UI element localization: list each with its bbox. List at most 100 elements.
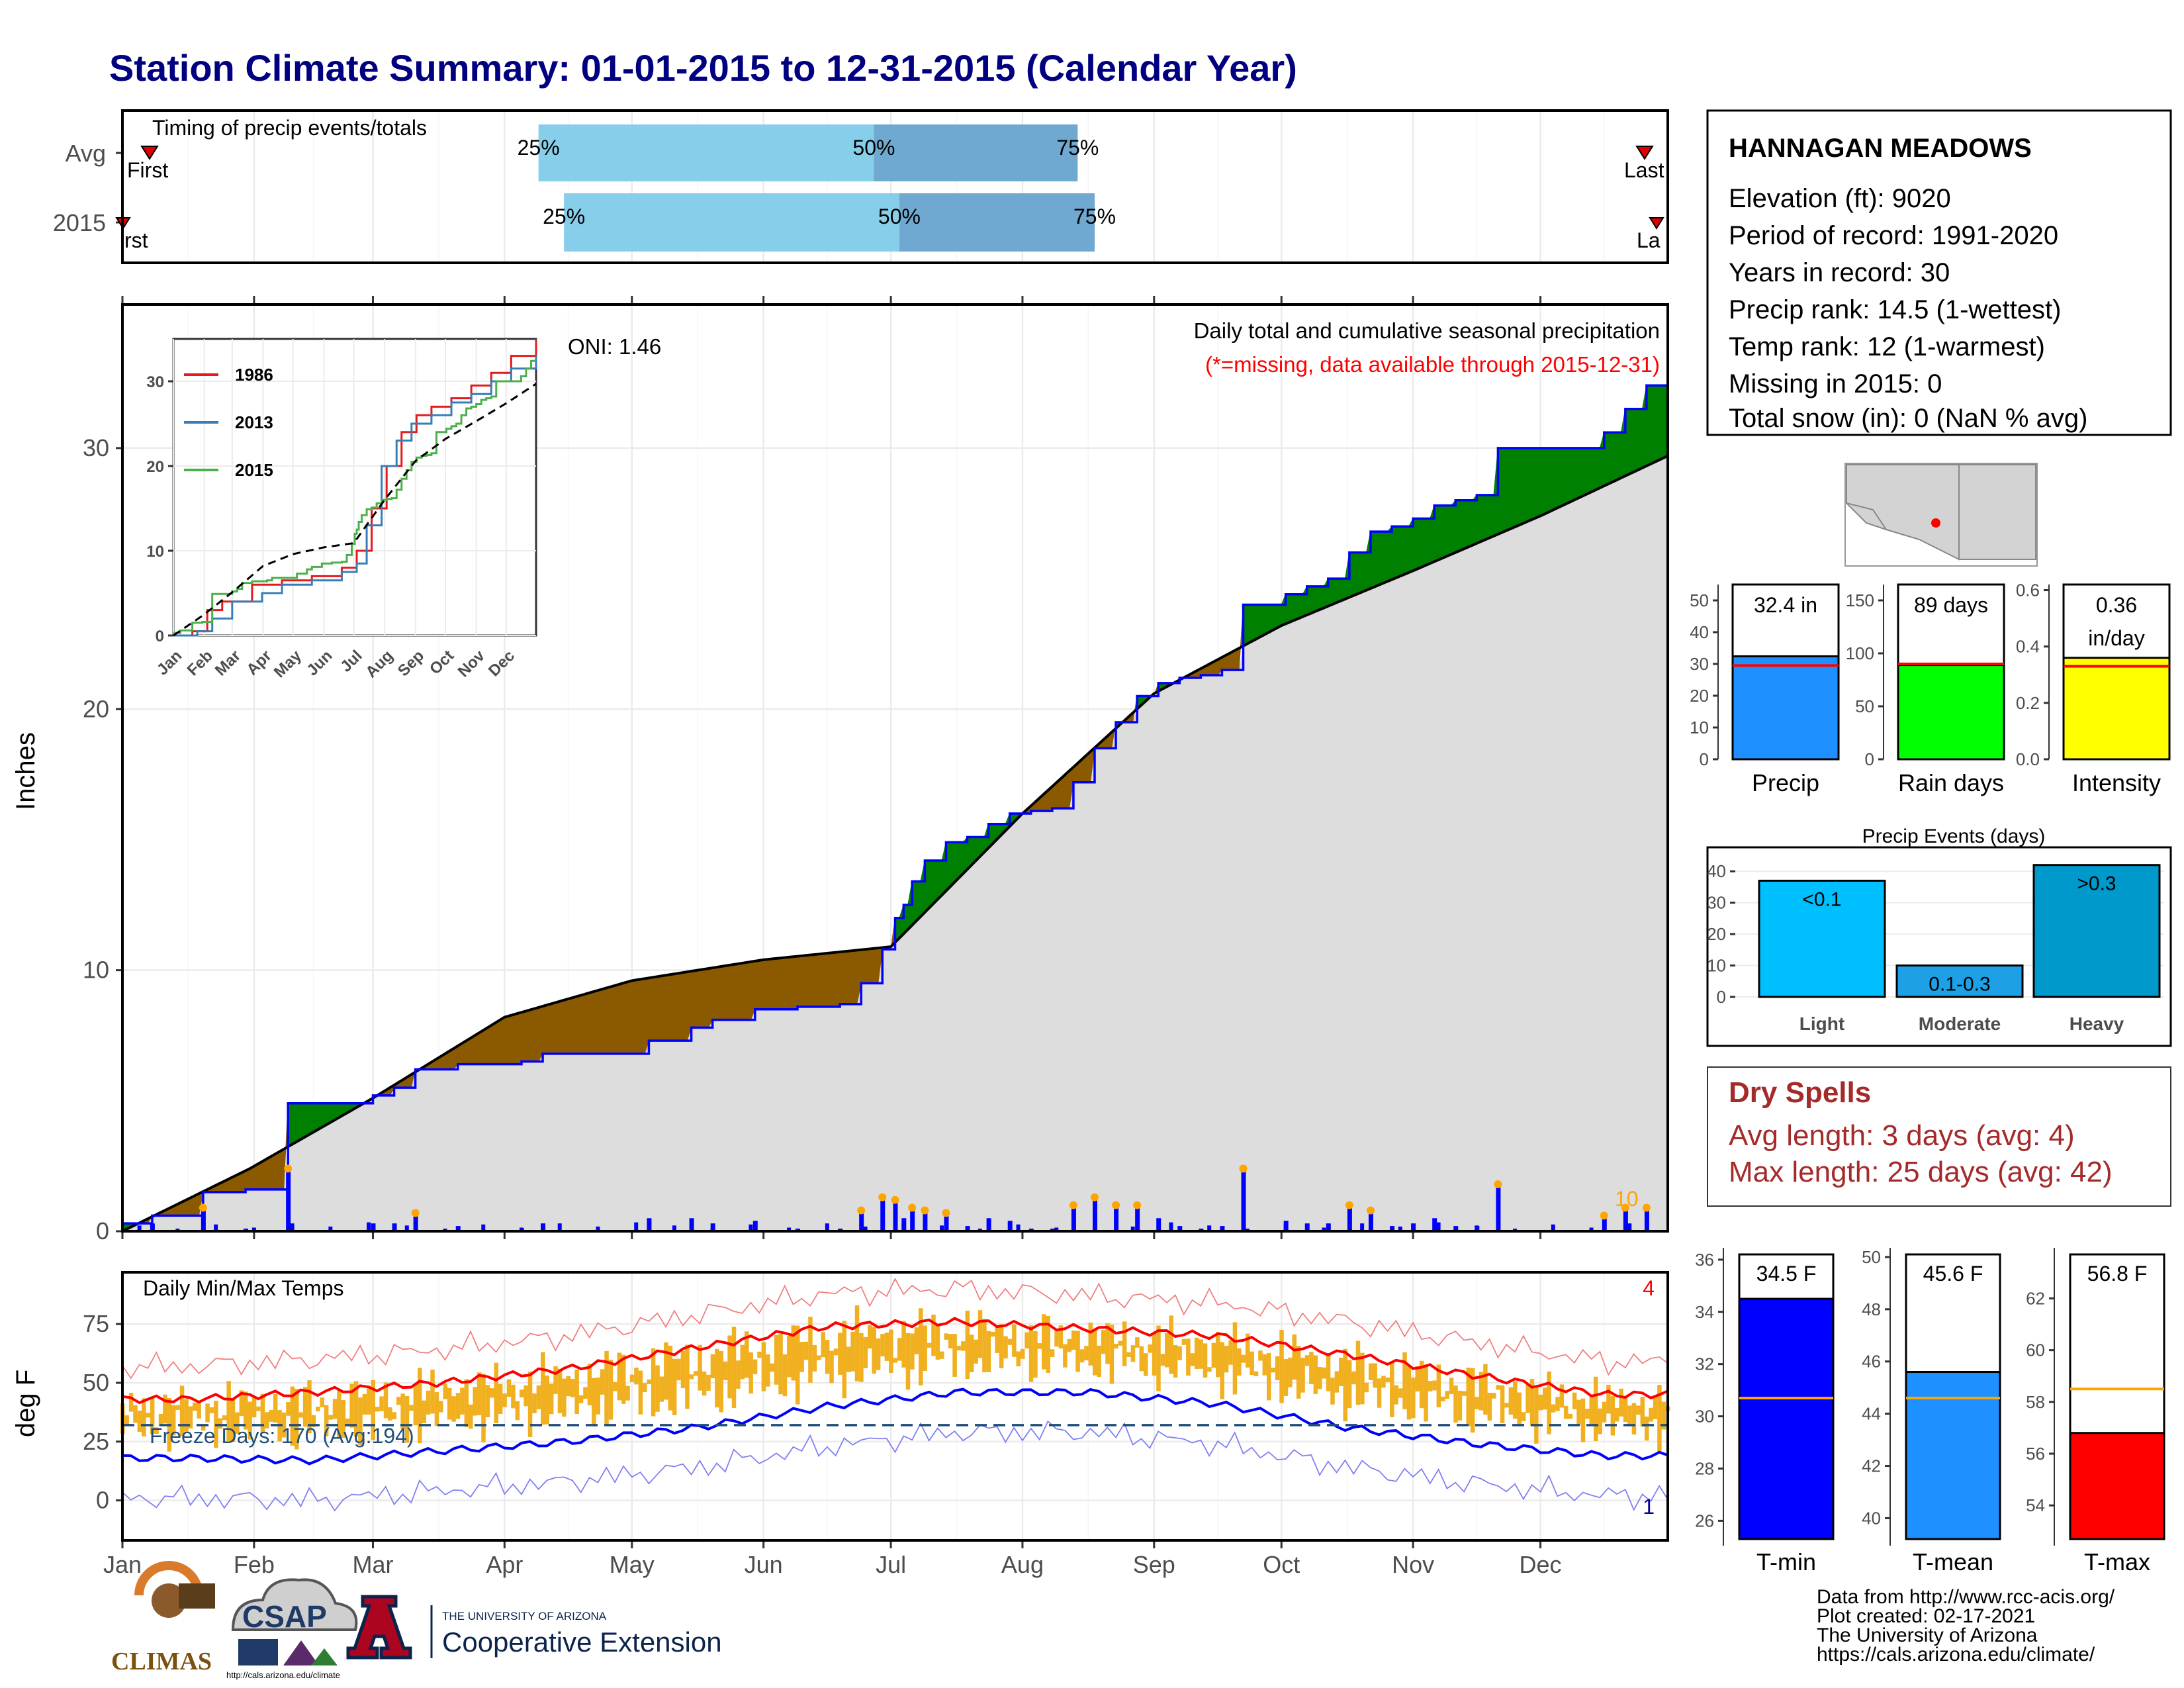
- precip-anomaly-fill: [555, 1001, 561, 1055]
- daily-temp-bar: [1199, 1339, 1203, 1369]
- daily-temp-bar: [1589, 1396, 1594, 1426]
- daily-temp-bar: [281, 1412, 287, 1438]
- daily-temp-bar: [698, 1344, 702, 1391]
- daily-temp-bar: [179, 1385, 185, 1436]
- precip-anomaly-fill: [788, 956, 794, 1010]
- precip-anomaly-fill: [733, 963, 739, 1021]
- precip-ylabel: Inches: [11, 732, 40, 810]
- precip-anomaly-fill: [1489, 494, 1494, 539]
- daily-temp-bar: [846, 1346, 851, 1372]
- precip-anomaly-fill: [313, 1103, 318, 1133]
- daily-temp-bar: [193, 1402, 197, 1411]
- precip-anomaly-fill: [1633, 408, 1639, 473]
- daily-precip-bar: [1368, 1210, 1373, 1231]
- temp-tick-label: 62: [2026, 1288, 2045, 1308]
- precip-anomaly-fill: [1255, 604, 1261, 640]
- daily-temp-bar: [1160, 1354, 1165, 1366]
- daily-precip-marker: [1600, 1211, 1608, 1220]
- temp-tick-label: 46: [1862, 1352, 1881, 1372]
- daily-temp-bar: [833, 1348, 839, 1356]
- daily-precip-marker: [1345, 1201, 1353, 1209]
- daily-precip-bar: [1475, 1225, 1479, 1231]
- events-category-label: Light: [1799, 1013, 1844, 1034]
- footer-line-3: The University of Arizona: [1817, 1624, 2038, 1646]
- summary-label: Rain days: [1898, 769, 2004, 796]
- timing-row-avg: Avg: [66, 140, 106, 167]
- daily-temp-bar: [961, 1341, 966, 1351]
- daily-temp-bar: [1657, 1385, 1662, 1452]
- temp-title: Daily Min/Max Temps: [143, 1276, 343, 1300]
- precip-anomaly-fill: [929, 860, 934, 909]
- month-label: Jun: [745, 1551, 783, 1578]
- precip-anomaly-fill: [1472, 494, 1477, 546]
- daily-temp-bar: [715, 1348, 719, 1408]
- precip-anomaly-fill: [1379, 531, 1384, 586]
- precip-anomaly-fill: [827, 952, 832, 1008]
- daily-temp-bar: [1046, 1315, 1050, 1374]
- daily-temp-bar: [137, 1411, 142, 1432]
- timing-bar-q2: [874, 124, 1078, 181]
- precip-anomaly-fill: [296, 1103, 301, 1143]
- daily-temp-bar: [1033, 1331, 1038, 1378]
- events-bar-label: <0.1: [1802, 888, 1841, 910]
- dry-spells-title: Dry Spells: [1729, 1076, 1871, 1109]
- precip-anomaly-fill: [606, 986, 612, 1055]
- daily-precip-bar: [1453, 1226, 1459, 1231]
- daily-temp-bar: [1126, 1352, 1131, 1357]
- daily-temp-bar: [1067, 1338, 1072, 1352]
- daily-temp-bar: [1283, 1359, 1289, 1396]
- daily-precip-bar: [965, 1226, 970, 1231]
- station-marker: [1931, 518, 1940, 528]
- daily-temp-bar: [1322, 1367, 1326, 1379]
- month-label: Jan: [103, 1551, 142, 1578]
- daily-precip-bar: [1551, 1224, 1555, 1231]
- precip-anomaly-fill: [1591, 447, 1596, 492]
- daily-temp-bar: [485, 1385, 490, 1417]
- daily-precip-bar: [672, 1225, 676, 1231]
- daily-temp-bar: [1317, 1367, 1322, 1389]
- daily-temp-bar: [795, 1325, 800, 1405]
- summary-tick-label: 10: [1690, 718, 1709, 737]
- daily-temp-bar: [409, 1405, 414, 1411]
- summary-value: 0.36: [2096, 593, 2137, 617]
- freeze-days: Freeze Days: 170 (Avg:194): [150, 1424, 414, 1448]
- daily-temp-bar: [587, 1364, 592, 1405]
- daily-temp-bar: [1487, 1393, 1492, 1421]
- daily-temp-bar: [723, 1361, 728, 1380]
- precip-anomaly-fill: [597, 988, 603, 1055]
- daily-temp-bar: [1050, 1349, 1055, 1358]
- precip-anomaly-fill: [1387, 525, 1392, 583]
- daily-temp-bar: [1649, 1407, 1653, 1422]
- precip-anomaly-fill: [1332, 578, 1338, 605]
- station-line-1: Elevation (ft): 9020: [1729, 184, 1951, 213]
- daily-temp-bar: [413, 1384, 418, 1426]
- daily-temp-bar: [477, 1372, 482, 1415]
- daily-temp-bar: [404, 1395, 410, 1443]
- temp-tick-label: 54: [2026, 1495, 2045, 1515]
- precip-anomaly-fill: [1383, 531, 1388, 584]
- daily-temp-bar: [1355, 1340, 1361, 1405]
- daily-temp-bar: [1139, 1346, 1144, 1372]
- daily-precip-bar: [455, 1226, 461, 1231]
- daily-temp-bar: [286, 1401, 291, 1416]
- temp-bar-panels: 34.5 F 26 28 30 32 34 36 T-min 45.6 F 40 42 44 46 48 5…: [1695, 1247, 2165, 1575]
- summary-value: 32.4 in: [1754, 593, 1817, 617]
- station-line-3: Years in record: 30: [1729, 258, 1950, 287]
- precip-anomaly-fill: [1247, 604, 1252, 645]
- events-bar-Moderate: [1895, 964, 2024, 998]
- precip-anomaly-fill: [814, 953, 819, 1008]
- precip-anomaly-fill: [937, 860, 942, 900]
- inset-ytick-label: 10: [146, 543, 164, 561]
- precip-anomaly-fill: [1502, 447, 1507, 534]
- daily-temp-bar: [302, 1387, 308, 1427]
- temp-bar-T-min: [1738, 1297, 1835, 1540]
- month-label: Sep: [1133, 1551, 1175, 1578]
- daily-temp-bar: [821, 1332, 825, 1358]
- daily-temp-bar: [1436, 1364, 1441, 1408]
- daily-precip-bar: [371, 1223, 376, 1231]
- precip-anomaly-fill: [797, 955, 802, 1008]
- daily-temp-bar: [1114, 1344, 1118, 1349]
- daily-precip-marker: [878, 1193, 887, 1201]
- daily-temp-bar: [940, 1351, 944, 1359]
